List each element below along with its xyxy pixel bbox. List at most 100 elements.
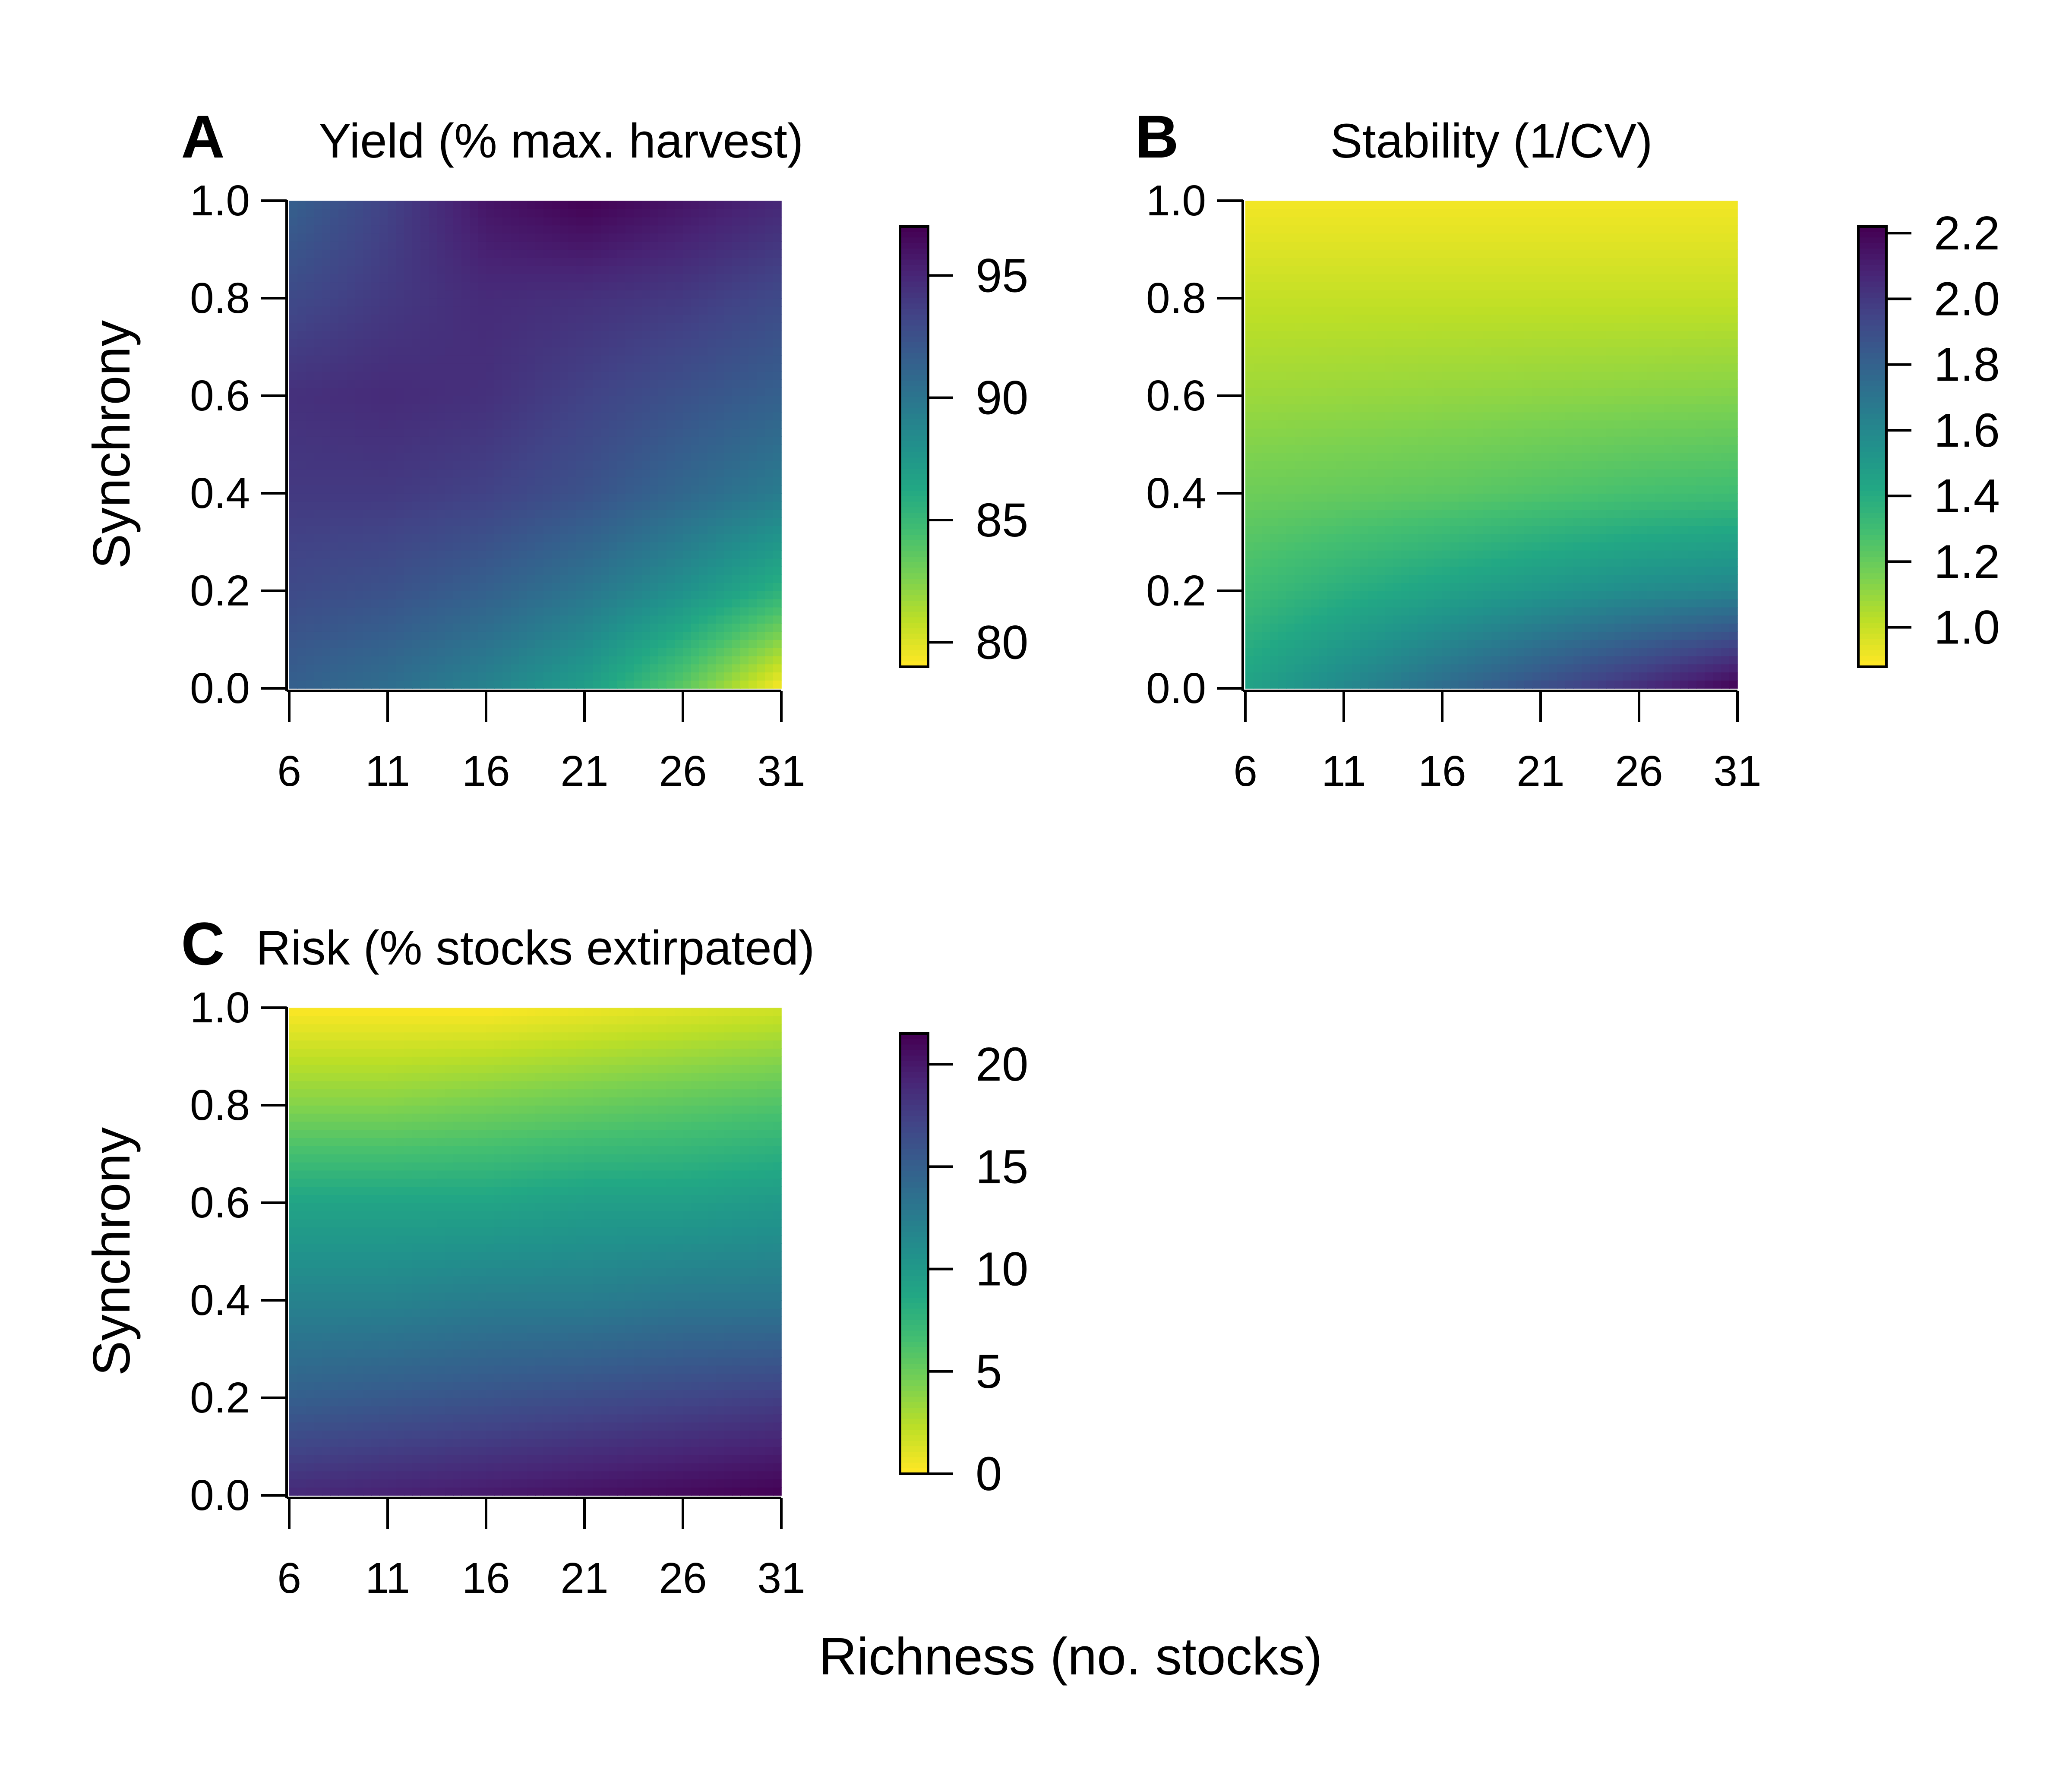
heatmap-cell — [699, 265, 708, 274]
heatmap-cell — [363, 444, 372, 453]
heatmap-cell — [699, 469, 708, 478]
heatmap-cell — [355, 485, 363, 494]
heatmap-cell — [486, 680, 495, 689]
heatmap-cell — [306, 201, 314, 209]
heatmap-cell — [461, 599, 470, 608]
heatmap-cell — [732, 493, 741, 502]
heatmap-cell — [708, 379, 716, 388]
heatmap-cell — [404, 526, 413, 534]
heatmap-cell — [502, 388, 511, 396]
heatmap-cell — [461, 526, 470, 534]
heatmap-cell — [1360, 640, 1369, 648]
heatmap-cell — [593, 217, 601, 226]
heatmap-cell — [502, 534, 511, 542]
heatmap-cell — [1393, 339, 1402, 347]
heatmap-cell — [568, 322, 577, 331]
heatmap-cell — [494, 631, 503, 640]
heatmap-cell — [388, 257, 396, 266]
heatmap-cell — [404, 371, 413, 380]
heatmap-cell — [740, 615, 749, 624]
heatmap-cell — [1336, 257, 1344, 266]
heatmap-cell — [478, 517, 486, 526]
heatmap-cell — [322, 566, 331, 575]
heatmap-cell — [330, 233, 339, 242]
heatmap-cell — [1254, 371, 1262, 380]
heatmap-cell — [511, 265, 519, 274]
heatmap-cell — [1336, 298, 1344, 307]
heatmap-cell — [379, 591, 388, 599]
heatmap-cell — [388, 331, 396, 339]
heatmap-cell — [470, 436, 478, 445]
heatmap-cell — [437, 208, 445, 218]
heatmap-cell — [699, 599, 708, 608]
heatmap-cell — [601, 477, 610, 485]
heatmap-cell — [519, 631, 527, 640]
heatmap-cell — [511, 526, 519, 534]
heatmap-cell — [708, 469, 716, 478]
y-tick-label: 0.8 — [190, 274, 250, 322]
heatmap-cell — [732, 241, 741, 250]
heatmap-cell — [437, 477, 445, 485]
heatmap-cell — [322, 201, 331, 209]
heatmap-cell — [1303, 201, 1311, 209]
heatmap-cell — [1262, 436, 1270, 445]
heatmap-cell — [658, 493, 667, 502]
heatmap-cell — [1254, 672, 1262, 681]
heatmap-cell — [511, 574, 519, 583]
heatmap-cell — [314, 542, 322, 551]
heatmap-cell — [379, 493, 388, 502]
heatmap-cell — [355, 534, 363, 542]
heatmap-cell — [1295, 485, 1303, 494]
heatmap-cell — [1311, 558, 1320, 567]
heatmap-cell — [1303, 477, 1311, 485]
heatmap-cell — [429, 607, 437, 616]
heatmap-cell — [478, 371, 486, 380]
heatmap-cell — [396, 257, 404, 266]
heatmap-cell — [609, 680, 618, 689]
heatmap-cell — [412, 566, 421, 575]
heatmap-cell — [297, 249, 306, 258]
heatmap-cell — [478, 265, 486, 274]
heatmap-cell — [560, 656, 569, 665]
heatmap-cell — [658, 201, 667, 209]
heatmap-cell — [1385, 574, 1393, 583]
heatmap-cell — [716, 558, 724, 567]
heatmap-cell — [1311, 526, 1320, 534]
heatmap-cell — [420, 355, 429, 364]
heatmap-cell — [642, 420, 651, 429]
heatmap-cell — [347, 363, 355, 372]
heatmap-cell — [461, 428, 470, 437]
heatmap-cell — [1270, 656, 1279, 665]
heatmap-cell — [683, 363, 692, 372]
heatmap-cell — [1352, 631, 1361, 640]
heatmap-cell — [716, 428, 724, 437]
heatmap-cell — [773, 265, 782, 274]
heatmap-cell — [642, 241, 651, 250]
heatmap-cell — [371, 314, 380, 323]
heatmap-cell — [330, 371, 339, 380]
heatmap-cell — [396, 460, 404, 470]
heatmap-cell — [593, 388, 601, 396]
heatmap-cell — [379, 339, 388, 347]
heatmap-cell — [765, 469, 774, 478]
heatmap-cell — [1311, 542, 1320, 551]
heatmap-cell — [625, 469, 634, 478]
heatmap-cell — [568, 542, 577, 551]
heatmap-cell — [478, 656, 486, 665]
heatmap-cell — [1368, 298, 1377, 307]
heatmap-cell — [306, 542, 314, 551]
heatmap-cell — [314, 566, 322, 575]
heatmap-cell — [576, 623, 585, 632]
heatmap-cell — [289, 517, 298, 526]
heatmap-cell — [1319, 583, 1328, 591]
heatmap-cell — [338, 493, 347, 502]
heatmap-cell — [708, 428, 716, 437]
heatmap-cell — [1352, 477, 1361, 485]
heatmap-cell — [1270, 640, 1279, 648]
heatmap-cell — [429, 477, 437, 485]
heatmap-cell — [322, 379, 331, 388]
heatmap-cell — [601, 282, 610, 290]
heatmap-cell — [708, 656, 716, 665]
heatmap-cell — [1401, 647, 1410, 656]
heatmap-cell — [1393, 493, 1402, 502]
